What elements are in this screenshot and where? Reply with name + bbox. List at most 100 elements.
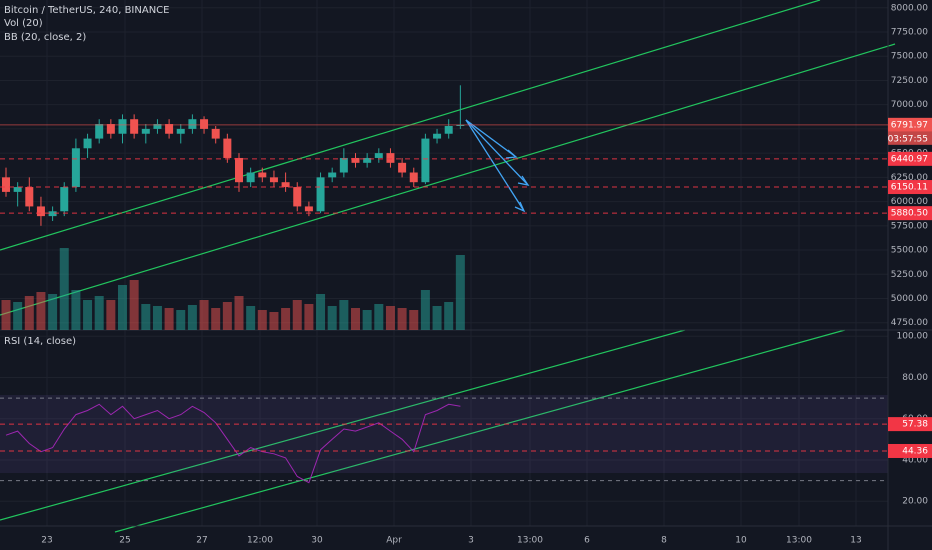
x-tick-label: 12:00 [247, 536, 273, 546]
volume-bar [83, 300, 93, 330]
indicator-label: Vol (20) [4, 18, 43, 29]
candle-body [141, 128, 150, 134]
volume-bar [327, 306, 337, 330]
price-tag [888, 117, 932, 132]
countdown: 03:57:55 [888, 134, 928, 144]
y-tick-label: 5500.00 [891, 246, 928, 256]
candle-body [328, 172, 337, 178]
chart-title: Bitcoin / TetherUS, 240, BINANCE [4, 5, 169, 16]
volume-bar [211, 308, 221, 330]
volume-bar [339, 300, 349, 330]
volume-bar [36, 292, 46, 330]
volume-bar [71, 290, 81, 330]
volume-bar [59, 248, 69, 330]
candle-body [188, 119, 197, 129]
volume-bar [13, 302, 23, 330]
indicator-label: BB (20, close, 2) [4, 32, 86, 43]
grid [0, 0, 888, 526]
volume-bar [152, 306, 162, 330]
candle-body [304, 206, 313, 212]
volume-bar [246, 306, 256, 330]
y-tick-label: 100.00 [897, 332, 929, 342]
volume-bar [164, 308, 174, 330]
price-tag-label: 5880.50 [891, 209, 928, 219]
price-tag [888, 180, 932, 195]
candle-body [71, 148, 80, 188]
volume-bar [118, 285, 127, 330]
volume-bar [455, 255, 465, 330]
y-tick-label: 5250.00 [891, 270, 928, 280]
y-tick-label: 8000.00 [891, 3, 928, 13]
x-tick-label: 23 [41, 536, 52, 546]
candle-body [269, 177, 278, 183]
candle-body [363, 157, 372, 163]
candle-body [13, 187, 22, 192]
y-tick-label: 4750.00 [891, 318, 928, 328]
volume-bar [187, 305, 197, 330]
volume-bar [176, 310, 186, 330]
candle-body [316, 177, 325, 212]
countdown-tag [888, 131, 932, 145]
volume-bar [199, 300, 209, 330]
marks [1, 85, 465, 484]
price-tag-label: 6150.11 [891, 183, 928, 193]
price-tag [888, 206, 932, 221]
candle-body [106, 124, 115, 134]
volume-bar [444, 302, 454, 330]
volume-bar [234, 296, 244, 330]
volume-bar [257, 310, 267, 330]
price-tag-label: 57.38 [902, 420, 928, 430]
candle-body [409, 172, 418, 183]
candle-body [421, 138, 430, 183]
x-tick-label: 30 [311, 536, 323, 546]
candle-body [281, 182, 290, 188]
candle-body [456, 124, 465, 126]
candle-body [118, 119, 127, 134]
candle-body [2, 177, 10, 192]
indicator-label: RSI (14, close) [4, 336, 76, 347]
volume-bar [129, 280, 139, 330]
rsi-line [5, 403, 461, 484]
price-tag-label: 6791.97 [891, 120, 928, 130]
trendline [0, 329, 686, 521]
candle-body [235, 157, 243, 183]
candle-body [258, 172, 267, 178]
trendline [0, 43, 896, 316]
price-tag-label: 6440.97 [891, 154, 928, 164]
x-tick-label: 6 [584, 536, 590, 546]
candle-body [223, 138, 232, 158]
candle-body [386, 153, 395, 163]
candle-body [130, 119, 139, 134]
x-tick-label: 13:00 [786, 536, 812, 546]
y-tick-label: 7750.00 [891, 27, 928, 37]
volume-bar [351, 308, 360, 330]
volume-bar [304, 304, 314, 330]
candle-body [444, 125, 453, 134]
x-tick-label: 27 [196, 536, 207, 546]
volume-bar [409, 310, 419, 330]
volume-bar [374, 304, 384, 330]
candle-body [83, 138, 92, 149]
price-tag [888, 443, 932, 458]
volume-bar [362, 310, 372, 330]
volume-bar [1, 300, 11, 330]
volume-bar [316, 294, 326, 330]
y-tick-label: 6000.00 [891, 197, 928, 207]
candle-body [211, 128, 220, 139]
candle-body [398, 162, 407, 173]
volume-bar [24, 296, 34, 330]
candle-body [60, 187, 69, 212]
candle-body [25, 187, 34, 207]
volume-bar [269, 312, 279, 330]
price-tag [888, 151, 932, 166]
x-tick-label: 10 [735, 536, 747, 546]
volume-bar [94, 296, 104, 330]
y-tick-label: 7250.00 [891, 76, 928, 86]
volume-bar [292, 300, 302, 330]
y-tick-label: 5750.00 [891, 221, 928, 231]
price-tag-label: 44.36 [902, 446, 928, 456]
y-tick-label: 20.00 [902, 497, 928, 507]
volume-bar [420, 290, 430, 330]
